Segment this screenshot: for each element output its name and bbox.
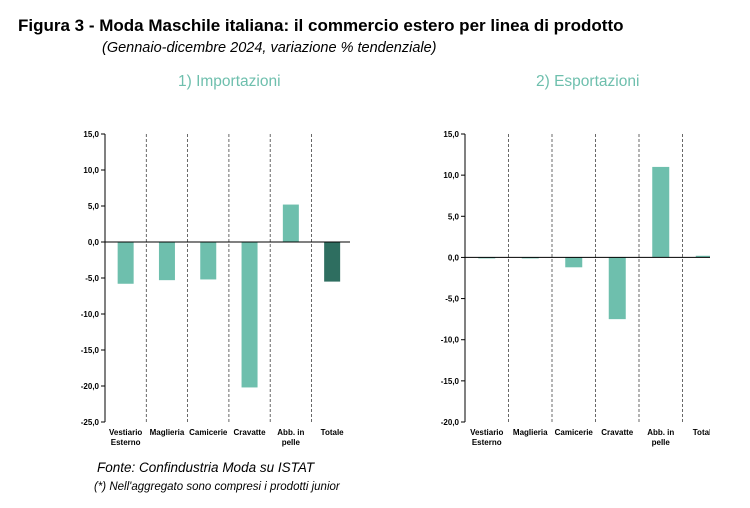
imports-panel-title: 1) Importazioni <box>178 73 281 90</box>
category-label: Vestiario Esterno <box>109 428 142 447</box>
y-tick-label: 15,0 <box>443 130 459 139</box>
y-tick-label: 5,0 <box>88 202 100 211</box>
exports-panel-title: 2) Esportazioni <box>536 73 640 90</box>
figure-subtitle: (Gennaio-dicembre 2024, variazione % ten… <box>102 40 437 56</box>
bar <box>324 242 341 282</box>
y-tick-label: -15,0 <box>81 346 100 355</box>
bar <box>241 242 258 388</box>
bar <box>158 242 175 281</box>
category-label: Cravatte <box>234 428 267 437</box>
y-tick-label: -15,0 <box>441 377 460 386</box>
bar <box>282 204 299 242</box>
category-label: Camicerie <box>189 428 228 437</box>
footnote: (*) Nell'aggregato sono compresi i prodo… <box>94 481 340 493</box>
bar <box>608 257 626 320</box>
category-label: Totale <box>693 428 710 437</box>
category-label: Abb. in pelle <box>277 428 304 447</box>
y-tick-label: -25,0 <box>81 418 100 427</box>
imports-chart: 15,0 10,0 5,0 0,0 -5,0 -10,0 -15,0 -20,0 -25,0 Ve… <box>81 130 350 447</box>
bar <box>521 257 539 259</box>
y-tick-label: -10,0 <box>81 310 100 319</box>
bar <box>117 242 134 284</box>
category-label: Vestiario Esterno <box>470 428 503 447</box>
y-tick-label: -5,0 <box>445 295 459 304</box>
y-tick-label: 15,0 <box>83 130 99 139</box>
category-label: Maglieria <box>150 428 185 437</box>
category-label: Totale <box>321 428 345 437</box>
category-label: Camicerie <box>555 428 594 437</box>
y-tick-label: 5,0 <box>448 212 460 221</box>
figure-title: Figura 3 - Moda Maschile italiana: il co… <box>18 16 624 35</box>
category-label: Cravatte <box>601 428 634 437</box>
bar <box>695 255 710 258</box>
bar <box>565 257 583 268</box>
source-note: Fonte: Confindustria Moda su ISTAT <box>97 460 315 475</box>
y-tick-label: -10,0 <box>441 336 460 345</box>
bar <box>478 257 496 259</box>
y-tick-label: 10,0 <box>443 171 459 180</box>
y-tick-label: 10,0 <box>83 166 99 175</box>
y-tick-label: 0,0 <box>448 253 460 262</box>
y-tick-label: -5,0 <box>85 274 99 283</box>
exports-chart: 15,0 10,0 5,0 0,0 -5,0 -10,0 -15,0 -20,0 Vestiar… <box>441 130 710 447</box>
y-tick-label: -20,0 <box>441 418 460 427</box>
category-label: Abb. in pelle <box>647 428 674 447</box>
bar <box>652 166 670 258</box>
bar <box>200 242 217 280</box>
y-tick-label: -20,0 <box>81 382 100 391</box>
y-tick-label: 0,0 <box>88 238 100 247</box>
category-label: Maglieria <box>513 428 548 437</box>
